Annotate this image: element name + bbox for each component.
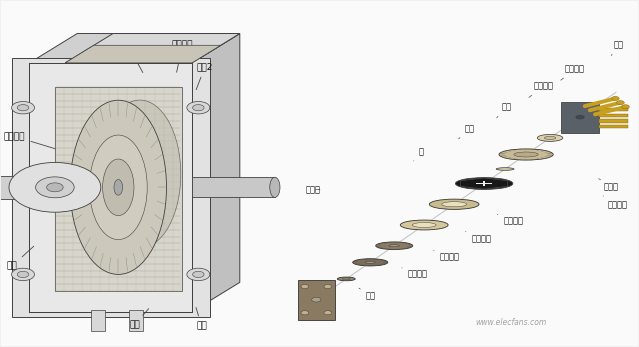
Bar [0, 176, 21, 198]
Circle shape [301, 311, 309, 315]
Ellipse shape [576, 115, 584, 119]
Text: 转子鐵芯: 转子鐵芯 [434, 251, 459, 261]
Ellipse shape [456, 178, 513, 189]
Bar [599, 113, 628, 117]
Ellipse shape [353, 259, 388, 266]
Ellipse shape [442, 202, 466, 207]
Ellipse shape [270, 177, 280, 197]
Bar [130, 310, 144, 331]
Ellipse shape [400, 220, 448, 230]
Ellipse shape [312, 297, 321, 302]
Circle shape [36, 177, 74, 198]
Polygon shape [65, 45, 220, 63]
Ellipse shape [366, 261, 375, 263]
Text: 塑料骨架: 塑料骨架 [497, 214, 523, 226]
Text: 滚珠轴承: 滚珠轴承 [4, 132, 72, 154]
Bar [476, 183, 492, 184]
Text: 塑料骨架: 塑料骨架 [466, 232, 491, 243]
Text: 永久磁钓: 永久磁钓 [172, 40, 193, 72]
Text: 轴: 轴 [413, 147, 423, 161]
Circle shape [9, 162, 101, 212]
Bar [561, 102, 599, 133]
Ellipse shape [499, 149, 553, 160]
Circle shape [12, 268, 35, 281]
Circle shape [187, 101, 210, 114]
Ellipse shape [389, 245, 399, 247]
Text: 转子2: 转子2 [196, 63, 213, 90]
Ellipse shape [412, 222, 436, 228]
Polygon shape [29, 34, 240, 63]
Circle shape [192, 271, 204, 278]
Ellipse shape [514, 152, 538, 157]
Bar [91, 310, 105, 331]
Text: 定子: 定子 [196, 307, 207, 330]
Circle shape [324, 311, 332, 315]
Bar [55, 87, 181, 291]
Ellipse shape [429, 199, 479, 209]
Circle shape [617, 101, 624, 105]
Bar [599, 125, 628, 128]
Bar [298, 280, 335, 320]
Bar [29, 63, 192, 312]
Ellipse shape [103, 159, 134, 215]
Text: 磁钓: 磁钓 [459, 124, 475, 139]
Circle shape [301, 285, 309, 289]
Text: 轴承: 轴承 [497, 103, 511, 118]
Ellipse shape [114, 179, 123, 195]
Text: 定子鐵芯: 定子鐵芯 [529, 82, 553, 98]
Bar [29, 63, 192, 312]
Ellipse shape [89, 135, 147, 239]
Circle shape [622, 105, 629, 109]
Text: 螺钉: 螺钉 [612, 40, 624, 56]
Bar [192, 177, 275, 197]
Ellipse shape [337, 277, 355, 281]
Ellipse shape [99, 100, 181, 248]
Bar [12, 58, 210, 316]
Text: 转子鐵芯: 转子鐵芯 [402, 268, 427, 279]
Circle shape [324, 285, 332, 289]
Circle shape [17, 271, 29, 278]
Circle shape [17, 104, 29, 111]
Ellipse shape [544, 136, 556, 139]
Circle shape [12, 101, 35, 114]
Ellipse shape [496, 168, 514, 170]
Circle shape [47, 183, 63, 192]
Text: 后端盖: 后端盖 [599, 179, 619, 191]
Text: 转轴: 转轴 [7, 246, 34, 271]
Circle shape [187, 268, 210, 281]
Text: www.elecfans.com: www.elecfans.com [475, 318, 546, 327]
Bar [599, 108, 628, 111]
Circle shape [612, 96, 619, 101]
Ellipse shape [343, 278, 350, 280]
Circle shape [192, 104, 204, 111]
Text: 前端盖: 前端盖 [305, 186, 321, 195]
Polygon shape [65, 34, 240, 63]
Bar [599, 119, 628, 122]
Polygon shape [192, 34, 240, 312]
Ellipse shape [70, 100, 167, 274]
Ellipse shape [537, 134, 563, 141]
Text: 波纹垒圈: 波纹垒圈 [561, 65, 585, 80]
Text: 轴承: 轴承 [359, 288, 375, 300]
Text: 塑料骨架: 塑料骨架 [603, 196, 627, 209]
Text: 线圈: 线圈 [129, 308, 149, 329]
Text: 转子1: 转子1 [123, 47, 143, 73]
Bar [483, 181, 486, 186]
Ellipse shape [376, 242, 413, 249]
